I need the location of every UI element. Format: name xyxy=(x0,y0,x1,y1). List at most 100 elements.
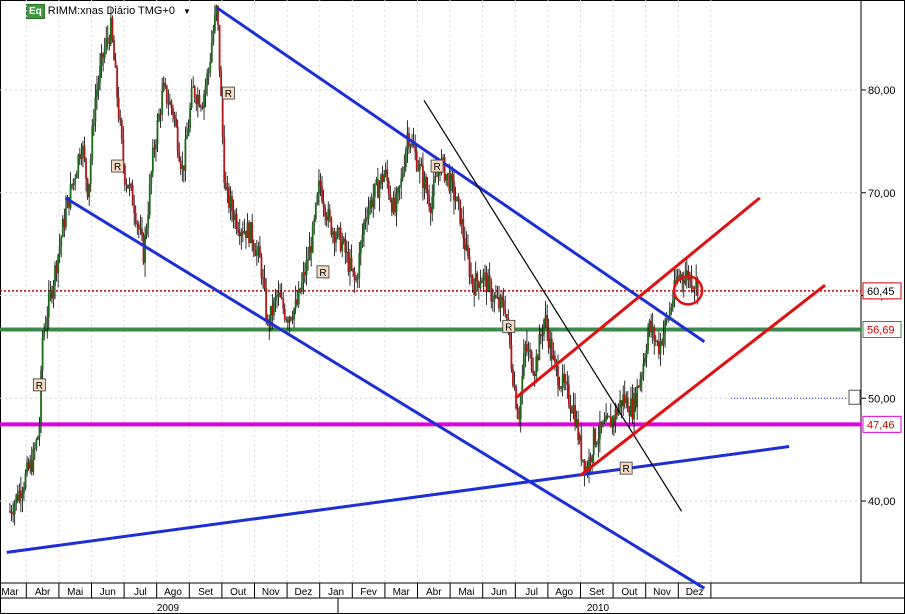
candle-body xyxy=(404,149,407,168)
eq-badge[interactable]: Eq xyxy=(26,3,45,19)
tool-icon xyxy=(848,389,861,405)
candle-body xyxy=(57,254,60,274)
candle-body xyxy=(318,180,320,195)
candle-body xyxy=(589,457,592,463)
candle-body xyxy=(217,6,219,25)
candle-body xyxy=(224,182,227,190)
x-tick-label: Mar xyxy=(393,587,411,598)
candle-body xyxy=(633,392,635,420)
candle-body xyxy=(647,332,649,351)
candle-body xyxy=(599,421,601,440)
candle-body xyxy=(133,205,136,214)
candle-body xyxy=(364,217,367,223)
candle-body xyxy=(471,275,474,287)
candle-body xyxy=(218,24,221,71)
candle-body xyxy=(108,39,111,44)
candle-body xyxy=(203,94,205,109)
x-tick-label: Jan xyxy=(328,587,344,598)
candle-body xyxy=(339,228,342,251)
y-tick-label: 70,00 xyxy=(868,188,896,200)
candle-body xyxy=(626,397,629,413)
candle-body xyxy=(265,287,268,321)
event-marker-box xyxy=(502,319,516,333)
candle-body xyxy=(356,277,359,280)
candle-body xyxy=(276,295,278,297)
candle-body xyxy=(648,320,651,333)
candle-body xyxy=(297,288,300,305)
candle-body xyxy=(210,42,213,62)
candle-body xyxy=(437,170,440,177)
candle-body xyxy=(552,355,555,360)
candle-body xyxy=(428,195,431,207)
candle-body xyxy=(74,178,77,180)
candle-body xyxy=(524,344,527,354)
candle-body xyxy=(550,338,553,360)
candle-body xyxy=(482,272,485,281)
candle-body xyxy=(271,305,274,316)
candle-body xyxy=(338,227,341,229)
candle-body xyxy=(114,60,117,68)
candle-body xyxy=(204,85,207,95)
candle-body xyxy=(322,201,325,208)
candle-body xyxy=(122,139,125,166)
candle-body xyxy=(546,314,549,330)
candle-body xyxy=(353,271,356,281)
candle-body xyxy=(128,183,131,189)
chart-header: Eq RIMM:xnas Diário TMG+0 ▼ xyxy=(26,3,191,19)
candle-body xyxy=(454,200,457,202)
candle-body xyxy=(549,338,552,349)
candle-body xyxy=(595,443,598,445)
candle-body xyxy=(448,173,451,192)
candle-body xyxy=(693,287,696,289)
candle-body xyxy=(296,299,299,305)
candle-body xyxy=(359,242,362,254)
x-tick-label: Fev xyxy=(360,587,377,598)
candle-body xyxy=(86,178,89,198)
candle-body xyxy=(650,320,653,333)
candle-body xyxy=(600,421,603,427)
candle-body xyxy=(518,418,521,420)
chevron-down-icon[interactable]: ▼ xyxy=(183,6,191,16)
candle-body xyxy=(620,400,623,407)
candle-body xyxy=(173,114,176,119)
candle-body xyxy=(653,326,656,341)
candle-body xyxy=(422,165,424,189)
candle-body xyxy=(451,174,454,181)
candle-body xyxy=(308,246,311,261)
candle-body xyxy=(282,298,285,309)
candle-body xyxy=(501,296,504,300)
candle-body xyxy=(307,259,309,261)
x-tick-label: Jun xyxy=(491,587,507,598)
candle-body xyxy=(574,405,576,427)
candle-body xyxy=(168,101,171,105)
candle-body xyxy=(198,94,201,107)
candle-body xyxy=(305,259,308,276)
candle-body xyxy=(33,448,36,450)
candle-body xyxy=(179,160,182,169)
candle-body xyxy=(299,288,302,292)
candle-body xyxy=(426,189,429,196)
candle-body xyxy=(375,179,378,184)
candle-body xyxy=(47,293,50,318)
candle-body xyxy=(240,231,243,237)
candle-body xyxy=(310,246,313,253)
candle-body xyxy=(491,300,494,302)
level-label: 56,69 xyxy=(867,325,895,337)
candle-body xyxy=(493,295,496,302)
candle-body xyxy=(46,317,49,327)
candle-body xyxy=(192,86,195,88)
candle-body xyxy=(294,299,297,309)
candle-body xyxy=(679,274,682,277)
candle-body xyxy=(384,169,387,175)
candle-body xyxy=(352,268,354,272)
level-label: 60,45 xyxy=(867,286,895,298)
candle-body xyxy=(418,163,421,170)
candle-body xyxy=(116,67,119,98)
candle-body xyxy=(637,386,640,388)
x-tick-label: Mar xyxy=(1,587,19,598)
candle-body xyxy=(313,218,316,226)
candle-body xyxy=(611,417,614,428)
candle-body xyxy=(113,39,115,61)
candle-body xyxy=(530,351,533,371)
candle-body xyxy=(35,439,38,449)
